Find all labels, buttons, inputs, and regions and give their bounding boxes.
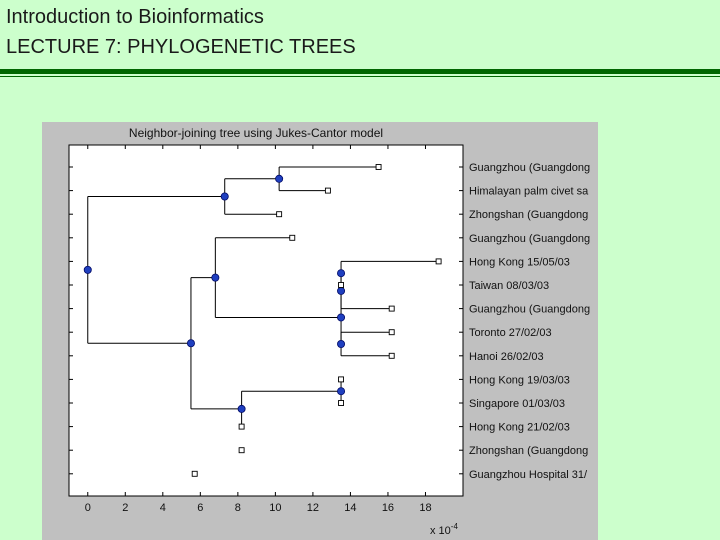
internal-node-marker xyxy=(337,313,346,322)
internal-node-marker xyxy=(275,174,284,183)
leaf-labels: Guangzhou (Guangdong Himalayan palm civet… xyxy=(469,162,590,481)
x-tick-label: 8 xyxy=(235,502,241,514)
chart-title: Neighbor-joining tree using Jukes-Cantor… xyxy=(129,126,383,140)
internal-node-marker xyxy=(337,286,346,295)
tree-branches xyxy=(87,166,439,427)
x-tick-label: 12 xyxy=(307,502,319,514)
axis-ticks: 0 2 4 6 8 10 12 14 16 18 xyxy=(69,145,463,514)
leaf-label: Guangzhou (Guangdong xyxy=(469,233,590,245)
leaf-label: Zhongshan (Guangdong xyxy=(469,445,588,457)
leaf-node-marker xyxy=(338,376,344,383)
leaf-label: Toronto 27/02/03 xyxy=(469,327,552,339)
tree-nodes xyxy=(83,164,442,477)
leaf-label: Hong Kong 15/05/03 xyxy=(469,256,570,268)
leaf-node-marker xyxy=(338,282,344,288)
leaf-label: Hanoi 26/02/03 xyxy=(469,351,544,363)
leaf-node-marker xyxy=(191,470,198,477)
plot-area xyxy=(68,144,464,497)
internal-node-marker xyxy=(337,387,346,396)
header-divider-thin xyxy=(0,76,720,77)
leaf-node-marker xyxy=(324,187,331,194)
leaf-node-marker xyxy=(238,423,245,430)
x-tick-label: 16 xyxy=(382,502,394,514)
leaf-label: Taiwan 08/03/03 xyxy=(469,280,549,292)
leaf-node-marker xyxy=(388,305,395,312)
x-axis-multiplier: x 10-4 xyxy=(430,522,458,537)
leaf-label: Hong Kong 19/03/03 xyxy=(469,374,570,386)
internal-node-marker xyxy=(237,404,246,413)
internal-node-marker xyxy=(186,339,195,348)
leaf-node-marker xyxy=(289,234,296,241)
leaf-label: Guangzhou Hospital 31/ xyxy=(469,469,588,481)
leaf-label: Singapore 01/03/03 xyxy=(469,398,565,410)
header-divider-thick xyxy=(0,69,720,74)
x-multiplier-base: x 10 xyxy=(430,525,451,537)
x-tick-label: 4 xyxy=(160,502,166,514)
x-tick-label: 18 xyxy=(419,502,431,514)
leaf-node-marker xyxy=(338,400,344,406)
leaf-node-marker xyxy=(276,211,283,218)
x-tick-label: 2 xyxy=(122,502,128,514)
x-tick-label: 14 xyxy=(344,502,356,514)
leaf-label: Guangzhou (Guangdong xyxy=(469,162,590,174)
leaf-label: Zhongshan (Guangdong xyxy=(469,209,588,221)
internal-node-marker xyxy=(211,273,220,282)
internal-node-marker xyxy=(337,339,346,348)
leaf-node-marker xyxy=(435,258,442,265)
leaf-node-marker xyxy=(238,447,245,454)
leaf-node-marker xyxy=(375,164,382,170)
tree-chart: Neighbor-joining tree using Jukes-Cantor… xyxy=(68,126,590,537)
x-multiplier-exponent: -4 xyxy=(451,522,459,531)
leaf-node-marker xyxy=(388,352,395,359)
leaf-label: Hong Kong 21/02/03 xyxy=(469,422,570,434)
x-tick-label: 0 xyxy=(85,502,91,514)
x-tick-label: 10 xyxy=(269,502,281,514)
internal-node-marker xyxy=(337,269,346,278)
x-tick-label: 6 xyxy=(197,502,203,514)
slide-title-line-1: Introduction to Bioinformatics xyxy=(6,6,264,28)
slide-title-line-2: LECTURE 7: PHYLOGENETIC TREES xyxy=(6,36,356,58)
internal-node-marker xyxy=(83,265,92,274)
leaf-node-marker xyxy=(388,329,395,336)
leaf-label: Guangzhou (Guangdong xyxy=(469,304,590,316)
slide-header: Introduction to Bioinformatics LECTURE 7… xyxy=(0,0,720,68)
phylogenetic-tree-figure: Neighbor-joining tree using Jukes-Cantor… xyxy=(42,122,598,540)
leaf-label: Himalayan palm civet sa xyxy=(469,186,589,198)
internal-node-marker xyxy=(220,192,229,201)
